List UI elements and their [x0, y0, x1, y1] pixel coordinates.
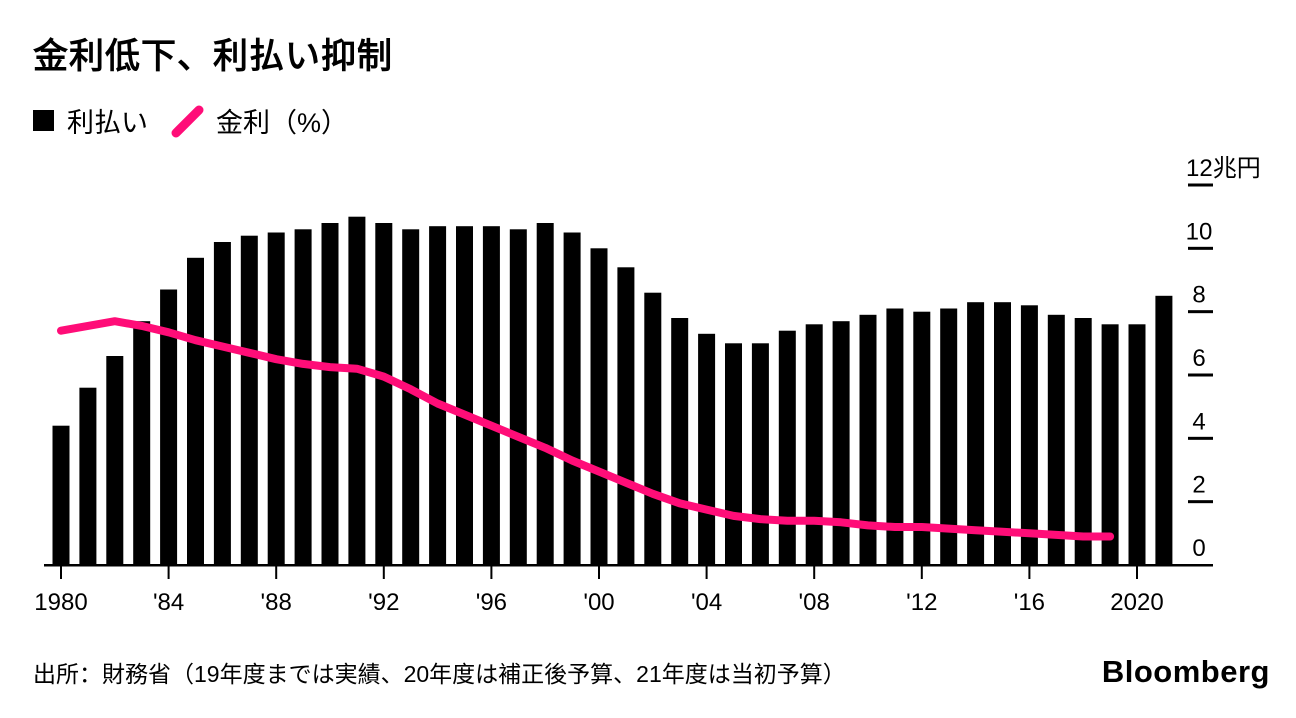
bar-1996: [482, 226, 500, 565]
bar-1990: [321, 223, 339, 565]
x-tick-label-1984: '84: [153, 589, 184, 616]
bar-1997: [509, 229, 527, 566]
bar-2011: [886, 308, 904, 565]
interest-payments-bar-line-chart: 1980'84'88'92'96'00'04'08'12'16 202012兆円1…: [34, 155, 1261, 616]
chart-footer: 出所：財務省（19年度までは実績、20年度は補正後予算、21年度は当初予算） B…: [33, 654, 1270, 690]
x-tick-2020: [1136, 566, 1138, 579]
interest-rate-line: [57, 317, 1115, 541]
bar-1995: [456, 226, 473, 565]
bar-2003: [671, 318, 689, 565]
x-tick-label-1992: '92: [368, 589, 399, 616]
bar-series-swatch-icon: [33, 110, 54, 131]
bar-1981: [79, 387, 97, 565]
y-tick-6: [1188, 373, 1213, 377]
bar-2012: [913, 311, 931, 565]
x-tick-2012: [920, 566, 923, 579]
y-tick-label-2: 2: [1192, 472, 1205, 499]
x-tick-label-2012: '12: [906, 589, 937, 616]
y-tick-8: [1188, 310, 1213, 314]
x-tick-label-1980: 1980: [34, 589, 87, 616]
x-tick-label-1996: '96: [476, 589, 507, 616]
bar-2016: [1020, 305, 1038, 565]
bar-2009: [832, 321, 850, 565]
y-tick-2: [1188, 500, 1213, 504]
x-tick-1996: [490, 566, 493, 579]
y-tick-label-6: 6: [1192, 345, 1205, 372]
y-tick-label-4: 4: [1192, 408, 1205, 435]
y-tick-label-12: 12兆円: [1186, 155, 1261, 182]
x-axis-line: [44, 564, 1213, 567]
x-tick-1988: [275, 566, 278, 579]
y-tick-12: [1188, 183, 1213, 187]
bar-1982: [106, 356, 124, 565]
line-series-swatch-icon: [171, 105, 204, 137]
y-tick-label-10: 10: [1186, 218, 1213, 245]
bar-2019: [1101, 324, 1119, 565]
x-axis: 1980 '84 '88 '92 '96 '00 '04 '08 '12 '16 2020: [34, 566, 1164, 616]
x-tick-label-2004: '04: [691, 589, 722, 616]
source-note: 出所：財務省（19年度までは実績、20年度は補正後予算、21年度は当初予算）: [33, 661, 846, 687]
bar-2002: [644, 292, 662, 565]
chart-legend: 利払い 金利（%）: [33, 101, 348, 140]
bar-2014: [967, 302, 985, 565]
bar-2008: [805, 324, 823, 565]
x-tick-1980: [60, 566, 62, 579]
bar-1988: [267, 232, 285, 565]
legend-item-interest-rate: 金利（%）: [170, 101, 348, 140]
x-tick-label-2000: '00: [583, 589, 614, 616]
bar-2006: [751, 343, 769, 565]
bar-2013: [940, 308, 958, 565]
bar-1998: [536, 223, 554, 565]
bar-2015: [994, 302, 1011, 565]
x-tick-2000: [598, 566, 600, 579]
bar-2021: [1155, 295, 1173, 565]
page-title: 金利低下、利払い抑制: [33, 37, 394, 76]
bar-1992: [375, 223, 393, 565]
x-tick-2004: [705, 566, 708, 579]
bar-2020: [1128, 324, 1146, 565]
bar-1985: [187, 257, 204, 565]
bar-1989: [294, 229, 312, 566]
x-tick-label-2008: '08: [799, 589, 830, 616]
x-tick-2016: [1028, 566, 1031, 579]
y-tick-4: [1188, 436, 1213, 440]
bar-1986: [213, 242, 231, 565]
bar-1999: [563, 232, 581, 565]
bar-2018: [1074, 318, 1092, 565]
x-tick-1992: [382, 566, 385, 579]
bar-2005: [725, 343, 742, 565]
bar-1983: [133, 321, 151, 565]
y-tick-label-0: 0: [1192, 535, 1205, 562]
x-tick-2008: [813, 566, 816, 579]
bar-2004: [698, 333, 716, 565]
y-tick-label-8: 8: [1192, 282, 1205, 309]
bar-1984: [160, 289, 178, 565]
bar-1980: [52, 425, 70, 565]
x-tick-1984: [167, 566, 170, 579]
bar-1991: [348, 216, 366, 565]
y-axis: 12兆円 10 8 6 4 2 0: [1186, 155, 1261, 562]
x-tick-label-2020: 2020: [1110, 589, 1163, 616]
bar-2000: [590, 248, 608, 566]
bars-series-interest-payments: [52, 216, 1173, 566]
legend-item-interest-payments: 利払い: [33, 101, 148, 140]
x-tick-label-2016: '16: [1014, 589, 1045, 616]
x-tick-label-1988: '88: [261, 589, 292, 616]
bar-series-label: 利払い: [67, 108, 148, 138]
bar-2010: [859, 314, 877, 565]
bar-2017: [1047, 314, 1065, 565]
line-series-label: 金利（%）: [216, 108, 349, 138]
bar-2001: [617, 267, 635, 565]
bloomberg-logo: Bloomberg: [1101, 654, 1270, 689]
bar-1987: [240, 235, 258, 565]
bar-1993: [402, 229, 420, 566]
y-tick-10: [1188, 246, 1213, 250]
bar-2007: [778, 330, 796, 565]
bar-1994: [429, 226, 447, 565]
